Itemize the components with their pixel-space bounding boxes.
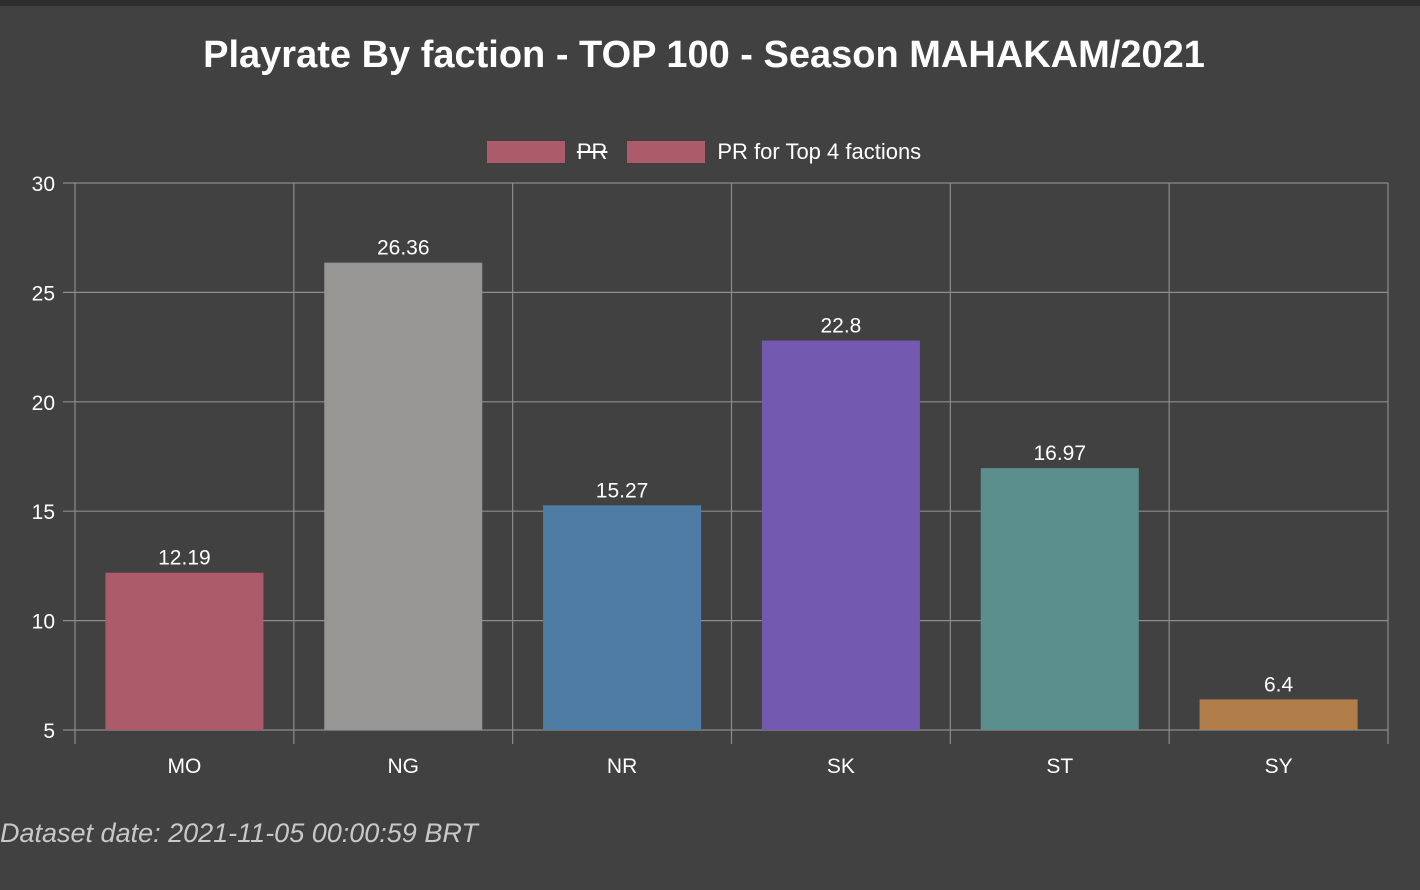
x-tick-label: SK [827, 755, 855, 778]
x-tick-label: ST [1046, 755, 1073, 778]
top-strip [0, 0, 1420, 6]
bar-value-label: 15.27 [596, 479, 649, 502]
x-tick-label: NR [607, 755, 637, 778]
x-tick-label: NG [388, 755, 420, 778]
legend-item-pr[interactable]: PR [486, 139, 608, 165]
x-tick-label: SY [1265, 755, 1293, 778]
bar-chart: 5 10 15 20 25 30 12.19 MO 26.36 NG 15.27 NR 22.8 SK 16… [32, 173, 1389, 778]
legend-item-top4[interactable]: PR for Top 4 factions [627, 139, 921, 165]
y-tick-label: 15 [32, 501, 55, 524]
legend-label-pr: PR [576, 139, 608, 164]
y-tick-label: 25 [32, 282, 55, 305]
y-tick-label: 10 [32, 611, 55, 634]
bar-value-label: 26.36 [377, 237, 430, 260]
bar-sk [761, 340, 920, 730]
bar-mo [105, 572, 264, 730]
bar-value-label: 6.4 [1264, 673, 1294, 696]
x-tick-label: MO [168, 755, 202, 778]
chart-title: Playrate By faction - TOP 100 - Season M… [203, 34, 1205, 76]
bar-value-label: 16.97 [1033, 442, 1086, 465]
y-tick-label: 20 [32, 392, 55, 415]
bar-value-label: 12.19 [158, 547, 211, 570]
bar-sy [1199, 699, 1358, 730]
bar-nr [543, 505, 702, 730]
bar-st [980, 468, 1139, 730]
chart-legend: PR PR for Top 4 factions [0, 139, 1408, 165]
y-tick-label: 30 [32, 173, 55, 196]
dataset-date: Dataset date: 2021-11-05 00:00:59 BRT [0, 818, 478, 848]
legend-swatch-top4 [627, 141, 706, 163]
legend-swatch-pr [486, 141, 565, 163]
bar-ng [324, 262, 483, 730]
bar-value-label: 22.8 [820, 315, 861, 338]
y-tick-label: 5 [43, 720, 55, 743]
legend-label-top4: PR for Top 4 factions [717, 139, 922, 164]
